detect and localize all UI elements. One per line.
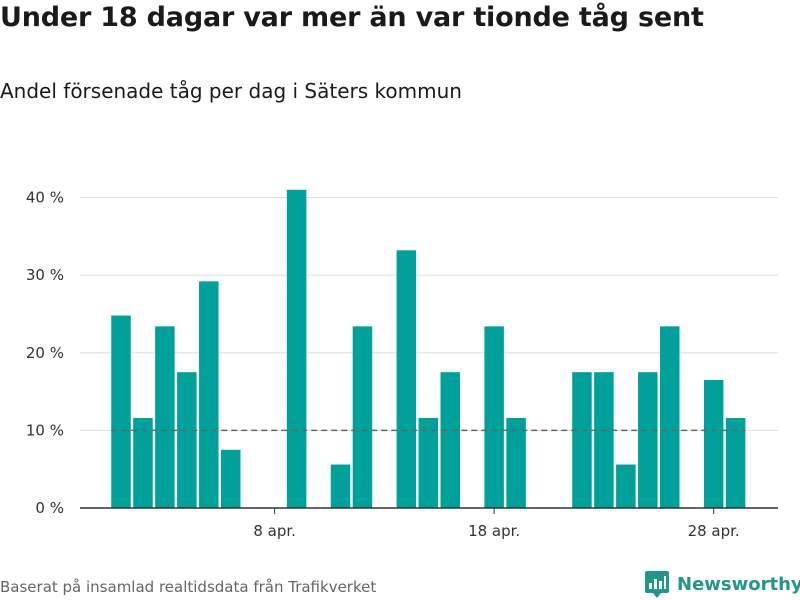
bar: [352, 326, 373, 508]
x-tick-label: 8 apr.: [253, 522, 296, 540]
chart-title: Under 18 dagar var mer än var tionde tåg…: [0, 2, 704, 33]
bars: [111, 189, 746, 509]
bar: [111, 315, 131, 508]
y-tick-label: 40 %: [26, 189, 64, 207]
bar: [725, 417, 746, 508]
bar: [418, 417, 439, 508]
x-tick-label: 18 apr.: [468, 522, 520, 540]
brand-name: Newsworthy: [677, 573, 800, 595]
bar: [177, 372, 197, 508]
bar: [594, 372, 614, 508]
x-axis-ticks: 8 apr. 18 apr. 28 apr.: [253, 508, 740, 540]
chart-subtitle: Andel försenade tåg per dag i Säters kom…: [0, 79, 462, 103]
source-note: Baserat på insamlad realtidsdata från Tr…: [0, 578, 377, 596]
bar: [616, 464, 636, 508]
bar: [506, 417, 526, 508]
bar: [286, 189, 307, 508]
y-tick-label: 0 %: [35, 499, 64, 517]
bar: [660, 326, 680, 508]
bar: [572, 372, 592, 508]
bar: [133, 417, 153, 508]
bar: [703, 379, 724, 508]
brand-logo: Newsworthy: [644, 569, 800, 599]
y-tick-label: 10 %: [26, 421, 64, 439]
bar: [440, 372, 460, 508]
bar: [199, 281, 219, 508]
x-tick-label: 28 apr.: [688, 522, 740, 540]
bar: [330, 464, 351, 508]
bar: [638, 372, 658, 508]
newsworthy-logo-icon: [645, 571, 669, 598]
y-tick-label: 20 %: [26, 344, 64, 362]
bar: [484, 326, 504, 508]
y-axis-ticks: 0 % 10 % 20 % 30 % 40 %: [26, 189, 64, 517]
bar: [221, 449, 241, 508]
bar: [155, 326, 175, 508]
bar: [396, 250, 417, 509]
y-tick-label: 30 %: [26, 266, 64, 284]
